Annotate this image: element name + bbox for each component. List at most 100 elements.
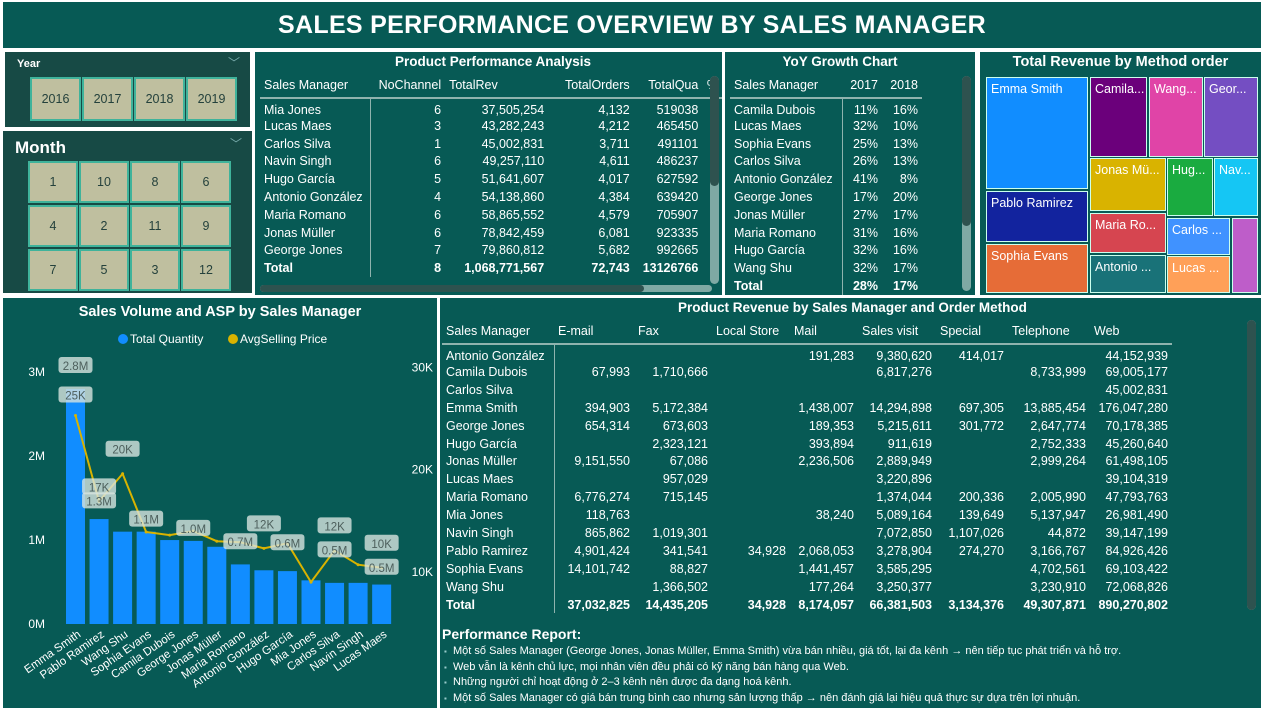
table-row[interactable]: Jonas Müller 27% 17% [730,205,922,224]
column-header[interactable]: NoChannel [370,72,446,99]
horizontal-scrollbar[interactable] [260,285,712,292]
month-option-1[interactable]: 1 [28,161,78,203]
treemap-tile[interactable] [1232,218,1258,293]
table-row[interactable]: Lucas Maes 957,029 3,220,896 39,104,319 [442,470,1172,489]
bar[interactable] [89,519,109,624]
line-point[interactable] [356,563,360,567]
column-header[interactable]: Telephone [1008,318,1090,345]
line-point[interactable] [121,472,125,476]
year-option-2019[interactable]: 2019 [186,77,237,121]
table-row[interactable]: George Jones 654,314 673,603 189,353 5,215,6… [442,416,1172,435]
treemap-tile[interactable]: Wang... [1149,77,1203,157]
table-row[interactable]: Sophia Evans 25% 13% [730,134,922,153]
bar[interactable] [254,570,274,624]
bar[interactable] [325,582,345,624]
bar[interactable] [113,531,133,624]
table-row[interactable]: Navin Singh 865,862 1,019,301 7,072,850 1,10… [442,524,1172,542]
bar[interactable] [301,580,321,624]
table-row[interactable]: Hugo García 2,323,121 393,894 911,619 2,752,… [442,434,1172,453]
table-row[interactable]: Jonas Müller 9,151,550 67,086 2,236,506 2,88… [442,452,1172,471]
table-row[interactable]: Sophia Evans 14,101,742 88,827 1,441,457 3,5… [442,559,1172,578]
year-option-2016[interactable]: 2016 [30,77,81,121]
column-header[interactable]: Sales Manager [442,318,554,345]
treemap-tile[interactable]: Jonas Mü... [1090,158,1166,211]
table-row[interactable]: Pablo Ramirez 4,901,424 341,541 34,928 2,068… [442,541,1172,560]
table-row[interactable]: Lucas Maes 32% 10% [730,117,922,135]
line-point[interactable] [262,546,266,550]
vertical-scrollbar[interactable] [962,76,971,291]
month-option-6[interactable]: 6 [181,161,231,203]
bar[interactable] [66,388,85,624]
vertical-scrollbar[interactable] [710,76,719,284]
chevron-down-icon[interactable]: ﹀ [229,137,242,151]
month-option-5[interactable]: 5 [79,249,129,291]
bar[interactable] [136,531,156,624]
bar[interactable] [277,571,297,624]
bar[interactable] [160,540,180,624]
table-row[interactable]: Camila Dubois 11% 16% [730,98,922,117]
table-row[interactable]: Camila Dubois 67,993 1,710,666 6,817,276 8,7… [442,363,1172,381]
line-point[interactable] [215,539,219,543]
vertical-scrollbar[interactable] [1247,320,1256,610]
chevron-down-icon[interactable]: ﹀ [227,56,240,70]
bar[interactable] [183,540,203,624]
treemap-tile[interactable]: Lucas ... [1167,256,1230,293]
treemap-tile[interactable]: Pablo Ramirez [986,191,1088,242]
table-row[interactable]: Carlos Silva 26% 13% [730,152,922,171]
treemap-tile[interactable]: Carlos ... [1167,218,1230,255]
column-header[interactable]: Local Store [712,318,790,345]
month-option-7[interactable]: 7 [28,249,78,291]
column-header[interactable]: E-mail [554,318,634,345]
table-row[interactable]: Wang Shu 1,366,502 177,264 3,250,377 3,230,9… [442,577,1172,596]
month-option-9[interactable]: 9 [181,205,231,247]
table-row[interactable]: Emma Smith 394,903 5,172,384 1,438,007 14,29… [442,398,1172,417]
column-header[interactable]: Sales Manager [260,72,371,99]
table-row[interactable]: Wang Shu 32% 17% [730,259,922,278]
table-row[interactable]: Hugo García 32% 16% [730,241,922,260]
legend-label[interactable]: Total Quantity [130,332,203,346]
treemap-tile[interactable]: Camila... [1090,77,1147,157]
treemap-tile[interactable]: Hug... [1167,158,1213,216]
table-row[interactable]: George Jones 17% 20% [730,188,922,206]
column-header[interactable]: Special [936,318,1008,345]
column-header[interactable]: Mail [790,318,858,345]
month-option-10[interactable]: 10 [79,161,129,203]
column-header[interactable]: TotalQua [633,72,703,99]
table-row[interactable]: Maria Romano 31% 16% [730,223,922,242]
line-point[interactable] [168,533,172,537]
table-row[interactable]: Maria Romano 6,776,274 715,145 1,374,044 200… [442,488,1172,507]
column-header[interactable]: 2017 [842,72,882,99]
line-point[interactable] [74,413,77,417]
year-option-2018[interactable]: 2018 [134,77,185,121]
column-header[interactable]: Sales visit [858,318,936,345]
month-option-2[interactable]: 2 [79,205,129,247]
line-point[interactable] [309,580,313,584]
month-option-11[interactable]: 11 [130,205,180,247]
table-row[interactable]: Antonio González 41% 8% [730,170,922,189]
treemap-tile[interactable]: Nav... [1214,158,1258,216]
treemap-tile[interactable]: Maria Ro... [1090,213,1166,253]
column-header[interactable]: TotalRev [445,72,549,99]
column-header[interactable]: TotalOrders [548,72,634,99]
table-row[interactable]: Antonio González 191,283 9,380,620 414,017 4… [442,344,1172,363]
treemap-tile[interactable]: Antonio ... [1090,255,1166,293]
month-option-4[interactable]: 4 [28,205,78,247]
column-header[interactable]: Sales Manager [730,72,842,99]
column-header[interactable]: Fax [634,318,712,345]
bar[interactable] [207,546,227,624]
treemap-tile[interactable]: Geor... [1204,77,1258,157]
table-row[interactable]: Mia Jones 118,763 38,240 5,089,164 139,649 5,… [442,506,1172,525]
line-point[interactable] [144,530,148,534]
column-header[interactable]: 2018 [882,72,922,99]
treemap-tile[interactable]: Sophia Evans [986,244,1088,293]
column-header[interactable]: Web [1090,318,1172,345]
